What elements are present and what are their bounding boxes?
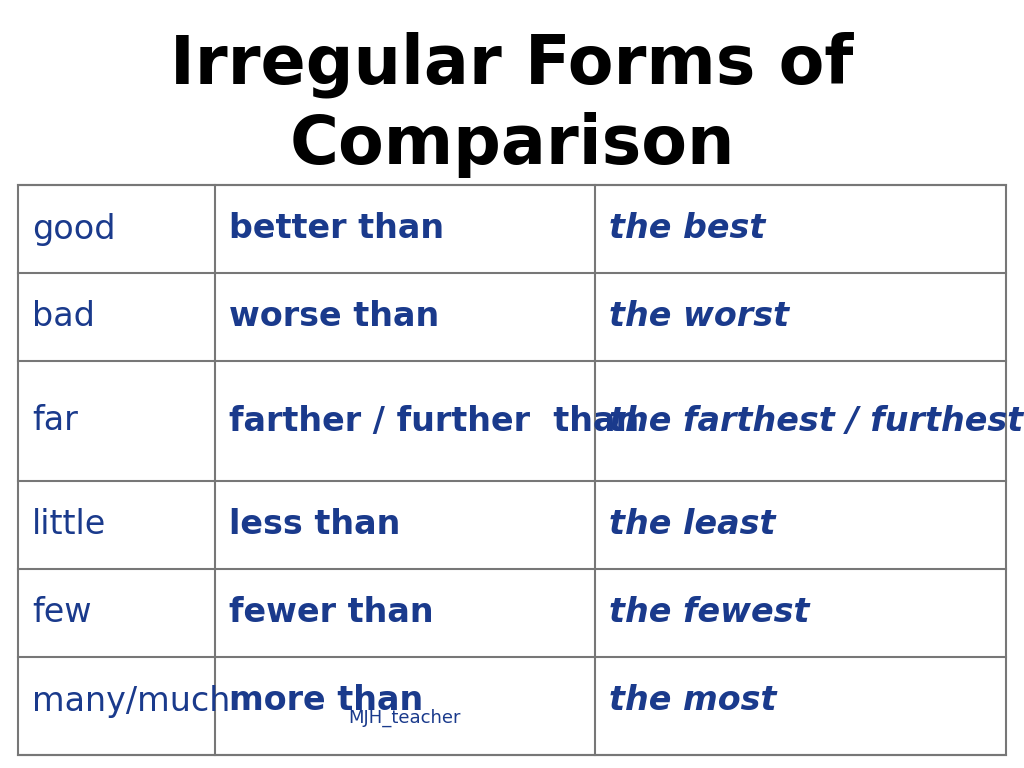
Text: bad: bad (32, 300, 95, 333)
Text: the fewest: the fewest (609, 597, 810, 630)
Text: more than: more than (229, 684, 423, 717)
Text: MJH_teacher: MJH_teacher (349, 709, 461, 727)
Text: the least: the least (609, 508, 775, 541)
Text: the most: the most (609, 684, 776, 717)
Text: the farthest / furthest: the farthest / furthest (609, 405, 1023, 438)
Text: worse than: worse than (229, 300, 439, 333)
Text: far: far (32, 405, 78, 438)
Text: Irregular Forms of: Irregular Forms of (170, 31, 854, 98)
Text: little: little (32, 508, 106, 541)
Text: good: good (32, 213, 116, 246)
Text: many/much: many/much (32, 684, 230, 717)
Text: few: few (32, 597, 91, 630)
Bar (18, 185, 1006, 755)
Text: the worst: the worst (609, 300, 790, 333)
Text: the best: the best (609, 213, 765, 246)
Text: farther / further  than: farther / further than (229, 405, 639, 438)
Text: Comparison: Comparison (289, 112, 735, 178)
Text: less than: less than (229, 508, 400, 541)
Text: fewer than: fewer than (229, 597, 433, 630)
Text: better than: better than (229, 213, 444, 246)
